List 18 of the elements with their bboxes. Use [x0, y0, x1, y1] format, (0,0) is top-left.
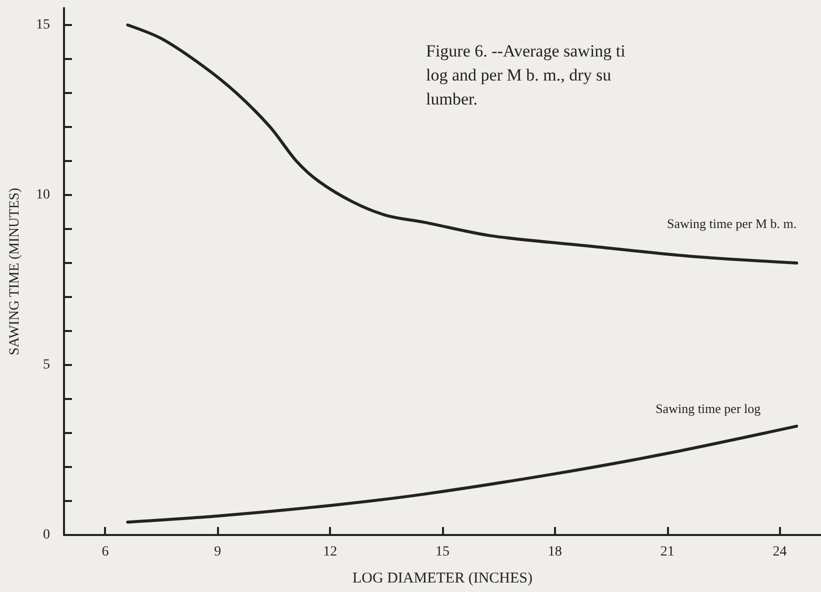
x-tick-label: 12: [323, 544, 338, 560]
x-tick-label: 9: [214, 544, 222, 560]
series-label: Sawing time per M b. m.: [667, 216, 797, 231]
line-series: [126, 24, 798, 264]
x-axis-title: LOG DIAMETER (INCHES): [352, 570, 532, 586]
line-series: [126, 424, 798, 524]
series-label: Sawing time per log: [656, 401, 762, 416]
x-tick-label: 24: [772, 544, 787, 560]
y-tick-label: 5: [43, 358, 50, 372]
text: Figure 6. --Average sawing ti log and per M b. m., dry su lumber.: [426, 42, 626, 108]
x-tick-label: 6: [102, 544, 109, 560]
x-tick-label: 15: [436, 544, 450, 560]
y-tick-label: 0: [43, 528, 50, 542]
x-tick-label: 21: [660, 544, 674, 560]
y-tick-label: 15: [36, 18, 50, 32]
y-axis-title: SAWING TIME (MINUTES): [8, 187, 22, 356]
x-tick-label: 18: [548, 544, 562, 560]
y-tick-label: 10: [36, 188, 50, 202]
